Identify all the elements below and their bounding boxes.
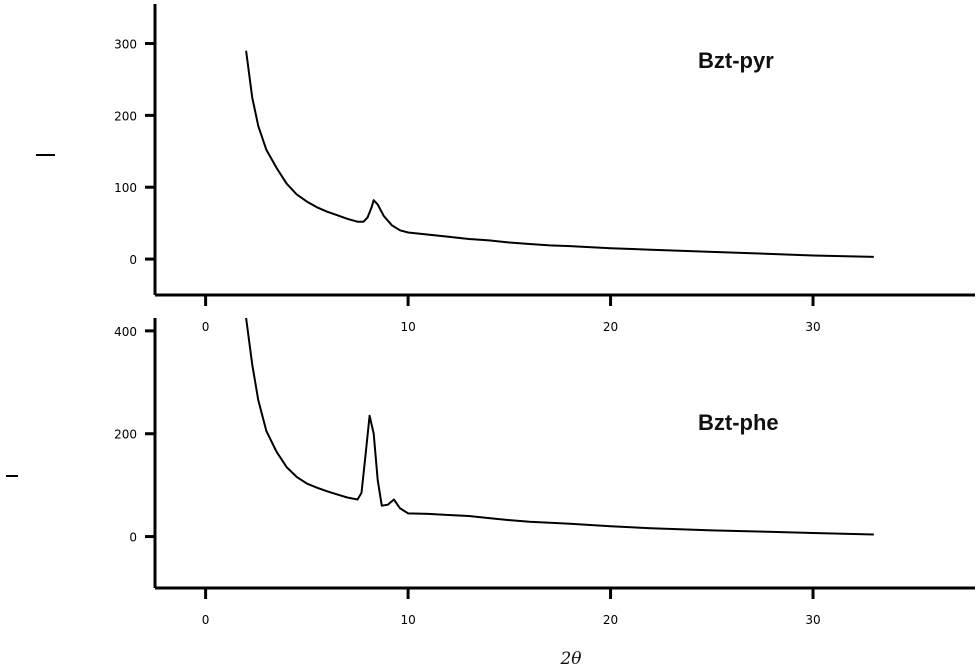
y-tick-label: 400 (114, 325, 137, 339)
x-axis-label: 2θ (559, 649, 581, 669)
y-tick-label: 0 (129, 253, 137, 267)
x-tick-label: 10 (400, 320, 415, 334)
x-tick-label: 30 (805, 613, 820, 627)
y-tick-label: 300 (114, 38, 137, 52)
x-tick-label: 20 (603, 320, 618, 334)
x-tick-label: 0 (202, 613, 210, 627)
series-line (245, 50, 874, 258)
top-panel: Bzt-pyr 0 100 200 300 0 10 20 30 (36, 4, 975, 334)
x-tick-label: 20 (603, 613, 618, 627)
x-tick-label: 10 (400, 613, 415, 627)
panel-label-bottom: Bzt-phe (698, 410, 779, 435)
panel-label-top: Bzt-pyr (698, 48, 774, 73)
y-tick-label: 0 (129, 531, 137, 545)
x-tick-label: 30 (805, 320, 820, 334)
y-tick-label: 200 (114, 109, 137, 123)
x-tick-label: 0 (202, 320, 210, 334)
y-tick-label: 200 (114, 428, 137, 442)
y-tick-label: 100 (114, 181, 137, 195)
series-line (245, 317, 874, 536)
